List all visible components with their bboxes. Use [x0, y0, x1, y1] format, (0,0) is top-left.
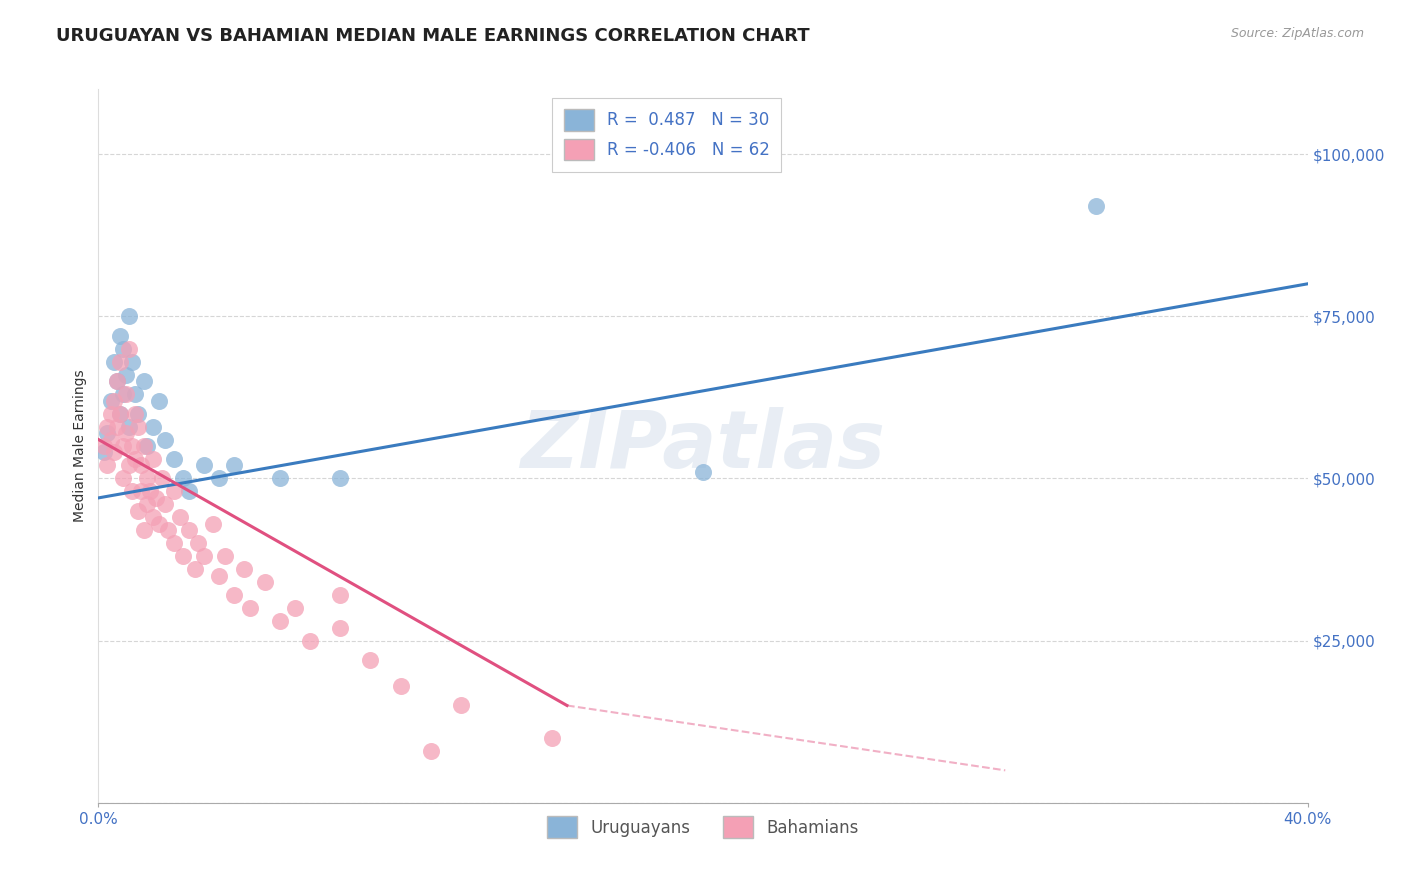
Point: [111, 342, 134, 356]
Point: [111, 439, 134, 453]
Point: [93, 439, 115, 453]
Point: [299, 633, 322, 648]
Point: [360, 653, 382, 667]
Point: [148, 393, 170, 408]
Point: [163, 484, 186, 499]
Point: [118, 419, 141, 434]
Point: [105, 419, 128, 434]
Point: [692, 465, 714, 479]
Point: [96, 419, 118, 434]
Point: [163, 452, 186, 467]
Point: [153, 497, 176, 511]
Point: [193, 458, 215, 473]
Point: [150, 471, 173, 485]
Point: [153, 433, 176, 447]
Point: [232, 562, 254, 576]
Point: [224, 458, 246, 473]
Point: [132, 524, 155, 538]
Point: [100, 393, 122, 408]
Point: [269, 471, 291, 485]
Point: [111, 471, 134, 485]
Point: [100, 433, 122, 447]
Point: [148, 516, 170, 531]
Point: [93, 445, 115, 459]
Point: [105, 374, 128, 388]
Point: [96, 458, 118, 473]
Point: [224, 588, 246, 602]
Point: [121, 484, 143, 499]
Point: [214, 549, 236, 564]
Point: [208, 471, 231, 485]
Point: [540, 731, 562, 745]
Point: [202, 516, 225, 531]
Point: [156, 524, 179, 538]
Point: [114, 425, 136, 440]
Point: [253, 575, 276, 590]
Point: [118, 458, 141, 473]
Point: [187, 536, 209, 550]
Point: [135, 439, 157, 453]
Point: [108, 407, 131, 421]
Point: [169, 510, 191, 524]
Text: ZIPatlas: ZIPatlas: [520, 407, 886, 485]
Point: [329, 621, 352, 635]
Y-axis label: Median Male Earnings: Median Male Earnings: [73, 369, 87, 523]
Point: [420, 744, 443, 758]
Point: [121, 354, 143, 368]
Point: [127, 419, 149, 434]
Point: [103, 445, 125, 459]
Point: [284, 601, 307, 615]
Point: [269, 614, 291, 628]
Point: [108, 407, 131, 421]
Point: [111, 387, 134, 401]
Point: [135, 471, 157, 485]
Point: [114, 368, 136, 382]
Legend: Uruguayans, Bahamians: Uruguayans, Bahamians: [540, 810, 866, 845]
Point: [142, 419, 165, 434]
Text: Source: ZipAtlas.com: Source: ZipAtlas.com: [1230, 27, 1364, 40]
Point: [121, 439, 143, 453]
Point: [163, 536, 186, 550]
Point: [124, 407, 146, 421]
Point: [132, 374, 155, 388]
Point: [124, 452, 146, 467]
Point: [329, 588, 352, 602]
Point: [132, 439, 155, 453]
Point: [145, 491, 167, 505]
Point: [389, 679, 412, 693]
Point: [96, 425, 118, 440]
Point: [208, 568, 231, 582]
Point: [108, 354, 131, 368]
Point: [114, 387, 136, 401]
Point: [193, 549, 215, 564]
Point: [329, 471, 352, 485]
Point: [172, 471, 194, 485]
Point: [135, 497, 157, 511]
Point: [100, 407, 122, 421]
Point: [118, 342, 141, 356]
Point: [184, 562, 207, 576]
Point: [103, 354, 125, 368]
Point: [108, 328, 131, 343]
Text: URUGUAYAN VS BAHAMIAN MEDIAN MALE EARNINGS CORRELATION CHART: URUGUAYAN VS BAHAMIAN MEDIAN MALE EARNIN…: [56, 27, 810, 45]
Point: [127, 504, 149, 518]
Point: [129, 458, 152, 473]
Point: [103, 393, 125, 408]
Point: [118, 310, 141, 324]
Point: [142, 510, 165, 524]
Point: [142, 452, 165, 467]
Point: [139, 484, 162, 499]
Point: [172, 549, 194, 564]
Point: [129, 484, 152, 499]
Point: [179, 484, 201, 499]
Point: [127, 407, 149, 421]
Point: [105, 374, 128, 388]
Point: [239, 601, 262, 615]
Point: [124, 387, 146, 401]
Point: [450, 698, 472, 713]
Point: [1085, 199, 1108, 213]
Point: [179, 524, 201, 538]
